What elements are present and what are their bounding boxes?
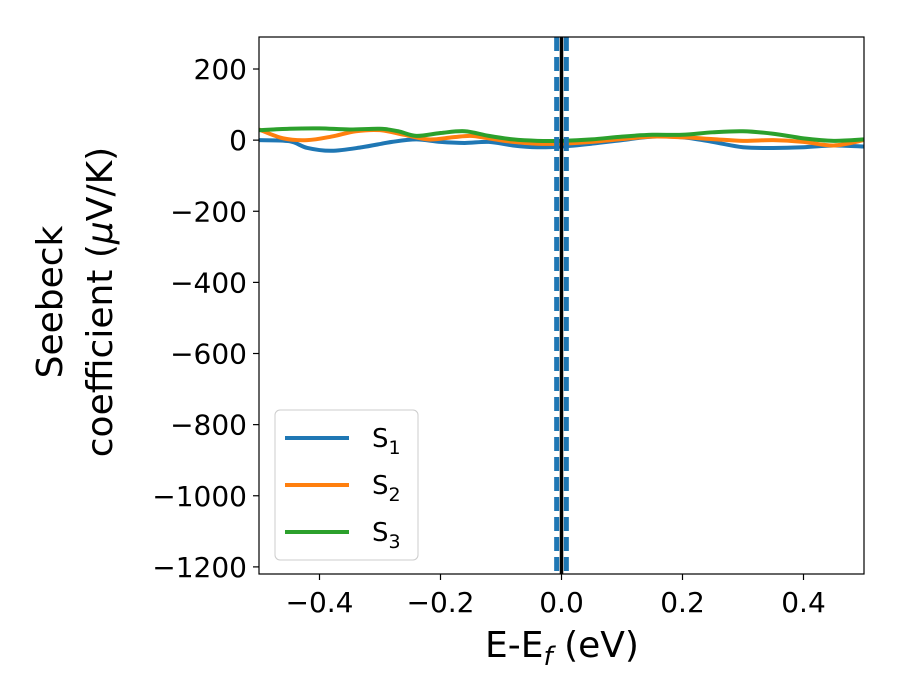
legend-label-s2: S2 [372, 471, 401, 506]
y-tick-label: −400 [170, 266, 247, 299]
x-tick-label: −0.4 [286, 586, 354, 619]
x-tick-label: −0.2 [407, 586, 475, 619]
legend-label-s1: S1 [372, 424, 401, 459]
y-tick-label: −1200 [152, 551, 247, 584]
x-tick-label: 0.4 [781, 586, 826, 619]
series-line-s2 [259, 127, 864, 148]
series-line-s1 [259, 134, 864, 153]
series-line-s3 [259, 126, 864, 144]
y-tick-label: 200 [194, 53, 247, 86]
y-axis-label-line2: coefficient (μV/K) [80, 147, 121, 457]
y-axis-label-line1: Seebeck [30, 225, 71, 378]
plot-area [259, 126, 864, 153]
x-tick-label: 0.2 [660, 586, 705, 619]
y-tick-label: −800 [170, 409, 247, 442]
axes: −0.4 −0.2 0.0 0.2 0.4 200 0 −200 −400 −600 −800 −10… [152, 36, 865, 619]
legend-label-s3: S3 [372, 518, 401, 553]
x-tick-label: 0.0 [539, 586, 584, 619]
y-tick-label: −1000 [152, 480, 247, 513]
fermi-level-lines [554, 37, 569, 574]
legend: S1 S2 S3 [274, 409, 419, 561]
y-tick-label: −200 [170, 195, 247, 228]
y-tick-label: 0 [229, 124, 247, 157]
y-axis-label: Seebeck coefficient (μV/K) [30, 147, 121, 457]
y-tick-label: −600 [170, 338, 247, 371]
x-axis-label: E-Ef (eV) [485, 625, 639, 672]
